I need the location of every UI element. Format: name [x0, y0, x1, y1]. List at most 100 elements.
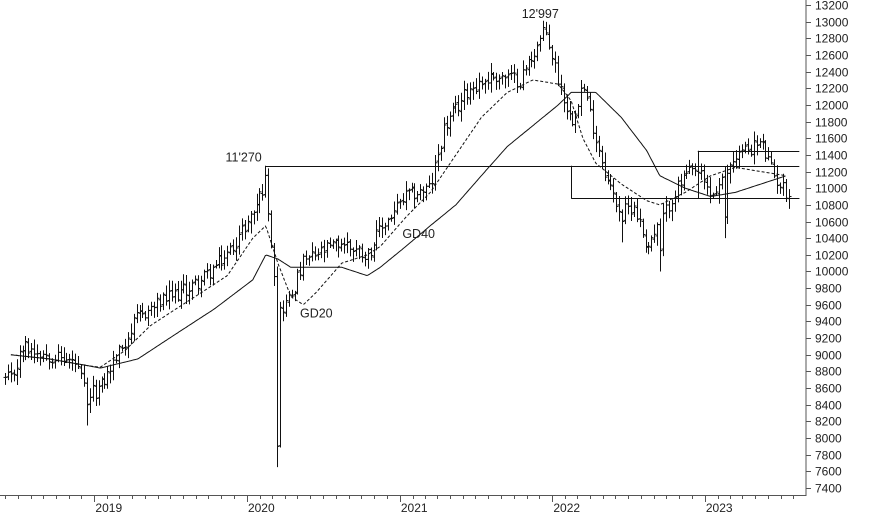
ohlc-bar: [448, 111, 453, 137]
ohlc-bar: [582, 83, 587, 92]
ohlc-bar: [91, 375, 96, 402]
plot-area: [3, 20, 800, 468]
ohlc-bar: [138, 304, 143, 322]
ohlc-bar: [617, 196, 622, 222]
ohlc-bar: [357, 245, 362, 260]
ohlc-bar: [114, 354, 119, 364]
ohlc-bar: [339, 238, 344, 252]
ohlc-bar: [430, 172, 435, 194]
annotations: 11'270 12'997 GD40 GD20: [226, 7, 559, 320]
ohlc-bar: [47, 353, 52, 370]
ohlc-bar: [196, 275, 201, 295]
ohlc-bar: [570, 111, 575, 127]
ohlc-bar: [398, 198, 403, 209]
annotation-12997: 12'997: [522, 7, 559, 21]
x-tick-label: 2022: [553, 501, 580, 515]
ohlc-bar: [699, 163, 704, 180]
ohlc-bar: [161, 292, 166, 311]
ohlc-bar: [755, 135, 760, 156]
ohlc-bar: [451, 102, 456, 122]
ohlc-bar: [360, 243, 365, 263]
ohlc-bar: [646, 241, 651, 255]
ohlc-bar: [491, 71, 496, 81]
ohlc-bar: [471, 81, 476, 100]
y-tick-label: 12600: [815, 49, 849, 63]
ohlc-bar: [214, 259, 219, 269]
ohlc-bar: [21, 345, 26, 363]
y-tick-label: 8400: [815, 399, 842, 413]
ohlc-bar: [579, 79, 584, 117]
ohlc-bar: [208, 263, 213, 286]
ohlc-bar: [176, 280, 181, 302]
ohlc-bar: [600, 145, 605, 169]
ohlc-bar: [550, 45, 555, 66]
y-tick-label: 11200: [815, 166, 848, 180]
ohlc-bar: [500, 72, 505, 85]
ohlc-bar: [720, 173, 725, 190]
annotation-11270: 11'270: [226, 151, 262, 165]
ohlc-bar: [474, 78, 479, 95]
ohlc-bar: [608, 174, 613, 191]
ohlc-bar: [386, 217, 391, 231]
ohlc-bar: [155, 292, 160, 318]
ohlc-bar: [758, 138, 763, 149]
ohlc-bar: [632, 201, 637, 217]
annotation-gd20: GD20: [300, 306, 333, 320]
y-tick-label: 10400: [815, 232, 849, 246]
ohlc-bar: [225, 245, 230, 267]
ohlc-bar: [401, 193, 406, 206]
ohlc-bar: [529, 51, 534, 68]
ohlc-bar: [278, 301, 283, 448]
ohlc-bar: [76, 356, 81, 369]
y-tick-label: 11800: [815, 116, 848, 130]
ohlc-bar: [418, 184, 423, 201]
ohlc-bar: [509, 65, 514, 81]
ohlc-bar: [240, 218, 245, 241]
ohlc-bar: [527, 55, 532, 76]
ohlc-bar: [497, 74, 502, 90]
ohlc-bar: [506, 69, 511, 87]
ohlc-bar: [559, 74, 564, 96]
ohlc-bar: [673, 190, 678, 212]
x-tick-label: 2020: [248, 501, 275, 515]
y-tick-label: 12200: [815, 82, 849, 96]
ohlc-bar: [15, 359, 20, 386]
ohlc-bar: [307, 255, 312, 266]
ohlc-bar: [573, 110, 578, 134]
y-tick-label: 7400: [815, 482, 842, 496]
y-tick-label: 9600: [815, 299, 842, 313]
ohlc-bar: [181, 274, 186, 294]
ohlc-bar: [629, 197, 634, 221]
ohlc-bar: [690, 163, 695, 176]
ohlc-bar: [179, 280, 184, 309]
ohlc-bar: [638, 208, 643, 228]
ohlc-bar: [117, 344, 122, 369]
ohlc-bar: [41, 350, 46, 363]
ohlc-bar: [351, 247, 356, 262]
ohlc-bar: [316, 248, 321, 261]
ohlc-bar: [524, 64, 529, 76]
ohlc-bar: [442, 117, 447, 153]
ohlc-bar: [404, 181, 409, 211]
ohlc-bar: [228, 242, 233, 255]
ohlc-bar: [483, 78, 488, 94]
y-tick-label: 13200: [815, 0, 849, 13]
ohlc-bar: [635, 198, 640, 223]
ohlc-bar: [26, 338, 31, 359]
ohlc-bar: [234, 237, 239, 261]
y-axis: 7400 7600 7800 8000 8200 8400 8600 8800 9000 9200…: [806, 0, 849, 496]
ohlc-bar: [310, 242, 315, 262]
ohlc-bar: [135, 304, 140, 324]
ohlc-bar: [281, 300, 286, 322]
ohlc-bar: [199, 275, 204, 298]
ohlc-bar: [325, 239, 330, 258]
ohlc-bar: [126, 332, 131, 359]
ohlc-bar: [494, 72, 499, 90]
ohlc-bar: [53, 354, 58, 369]
ohlc-bar: [486, 71, 491, 90]
ohlc-bar: [32, 339, 37, 364]
ohlc-bar: [290, 289, 295, 299]
ohlc-bar: [623, 196, 628, 225]
ohlc-bar: [319, 241, 324, 259]
ohlc-bar: [44, 344, 49, 361]
